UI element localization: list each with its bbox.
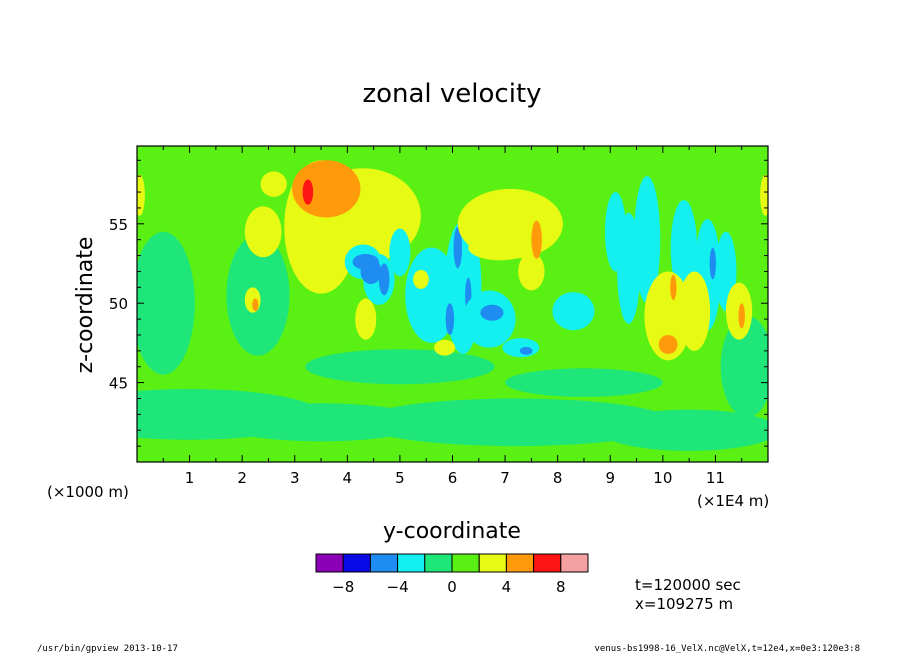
colorbar: −8 −4 0 4 8 [315,553,589,596]
colorbar-swatch-9 [560,553,589,573]
x-tick-label: 9 [605,469,615,487]
y-tick-label: 45 [109,375,128,393]
x-axis: 1 2 3 4 5 6 7 8 9 10 11 [162,146,743,487]
colorbar-swatch-4 [424,553,453,573]
contour-region-8 [720,315,768,418]
contour-region-49 [670,274,677,301]
contour-region-35 [518,252,545,291]
contour-region-0 [137,231,195,375]
contour-region-29 [434,339,456,356]
contour-region-3 [357,398,674,447]
colorbar-swatch-5 [451,553,480,573]
contour-region-51 [244,287,261,313]
contour-region-46 [678,271,711,351]
contour-region-50 [738,303,745,329]
y-axis: 45 50 55 [109,159,768,447]
contour-region-41 [670,199,698,296]
contour-region-4 [599,409,768,451]
x-tick-label: 2 [237,469,247,487]
contour-region-54 [137,174,145,216]
contour-region-44 [709,247,716,280]
contour-region-31 [502,338,540,358]
contour-region-14 [302,179,314,205]
colorbar-tick-label: −8 [332,578,354,596]
contour-region-36 [531,220,542,259]
colorbar-swatch-3 [397,553,426,573]
x-tick-label: 4 [343,469,353,487]
colorbar-swatch-0 [315,553,344,573]
y-axis-label: z-coordinate [73,237,98,374]
contour-region-24 [453,226,462,269]
x-tick-label: 8 [553,469,563,487]
x-tick-label: 6 [448,469,458,487]
footer-left: /usr/bin/gpview 2013-10-17 [37,644,178,654]
contour-region-53 [760,174,768,216]
contour-region-22 [389,228,411,277]
colorbar-tick-label: 8 [556,578,566,596]
x-axis-label: y-coordinate [383,519,521,544]
contour-region-18 [378,263,390,296]
colorbar-tick-label: −4 [387,578,409,596]
contour-region-10 [260,171,287,197]
contour-region-28 [480,304,504,321]
y-tick-label: 50 [109,295,128,313]
x-unit-label: (×1E4 m) [697,492,769,510]
x-tick-label: 11 [706,469,725,487]
contour-region-5 [305,349,495,385]
contour-region-52 [252,298,259,312]
colorbar-tick-label: 0 [447,578,457,596]
contour-region-45 [644,271,692,361]
contour-region-32 [519,346,533,355]
contour-region-13 [292,160,361,218]
contour-region-6 [505,368,663,397]
contour-region-40 [633,176,661,304]
y-tick-label: 55 [109,216,128,234]
contour-region-30 [413,269,429,289]
colorbar-swatch-2 [369,553,399,573]
footer-right: venus-bs1998-16_VelX.nc@VelX,t=12e4,x=0e… [594,644,860,654]
chart-title: zonal velocity [362,79,541,109]
colorbar-swatch-6 [478,553,507,573]
colorbar-swatch-7 [505,553,535,573]
y-unit-label: (×1000 m) [47,483,129,501]
contour-fill-layer [137,160,768,451]
colorbar-swatch-8 [533,553,562,573]
position-annotation: x=109275 m [635,595,733,613]
contour-region-48 [658,334,678,355]
x-tick-label: 5 [395,469,405,487]
contour-region-9 [244,206,282,258]
contour-region-19 [352,253,379,270]
colorbar-swatch-1 [342,553,371,573]
contour-region-37 [552,292,595,331]
contour-region-34 [468,234,532,261]
contour-region-25 [445,303,455,335]
colorbar-tick-label: 4 [502,578,512,596]
x-tick-label: 3 [290,469,300,487]
contour-region-20 [355,298,377,340]
x-tick-label: 1 [185,469,195,487]
x-tick-label: 10 [653,469,672,487]
x-tick-label: 7 [500,469,510,487]
time-annotation: t=120000 sec [635,576,741,594]
